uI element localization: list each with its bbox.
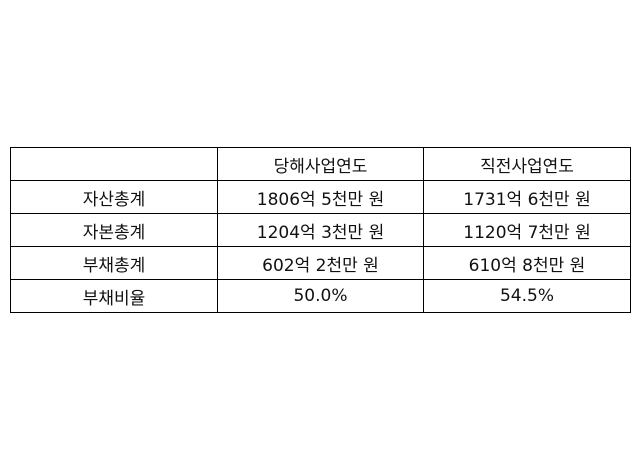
- cell-previous-year: 610억 8천만 원: [423, 246, 631, 280]
- row-label: 부채비율: [10, 279, 218, 313]
- cell-current-year: 1204억 3천만 원: [217, 213, 424, 247]
- financial-table: 당해사업연도 직전사업연도 자산총계 1806억 5천만 원 1731억 6천만…: [10, 147, 631, 313]
- table-row: 부채총계 602억 2천만 원 610억 8천만 원: [10, 246, 631, 280]
- cell-previous-year: 1731억 6천만 원: [423, 180, 631, 214]
- cell-previous-year: 54.5%: [423, 279, 631, 313]
- table-row: 자산총계 1806억 5천만 원 1731억 6천만 원: [10, 180, 631, 214]
- table-row: 부채비율 50.0% 54.5%: [10, 279, 631, 313]
- header-cell-empty: [10, 147, 218, 181]
- header-cell-previous-year: 직전사업연도: [423, 147, 631, 181]
- row-label: 자산총계: [10, 180, 218, 214]
- row-label: 부채총계: [10, 246, 218, 280]
- cell-current-year: 1806억 5천만 원: [217, 180, 424, 214]
- cell-current-year: 50.0%: [217, 279, 424, 313]
- cell-previous-year: 1120억 7천만 원: [423, 213, 631, 247]
- table-row: 자본총계 1204억 3천만 원 1120억 7천만 원: [10, 213, 631, 247]
- header-cell-current-year: 당해사업연도: [217, 147, 424, 181]
- row-label: 자본총계: [10, 213, 218, 247]
- cell-current-year: 602억 2천만 원: [217, 246, 424, 280]
- table-header-row: 당해사업연도 직전사업연도: [10, 147, 631, 181]
